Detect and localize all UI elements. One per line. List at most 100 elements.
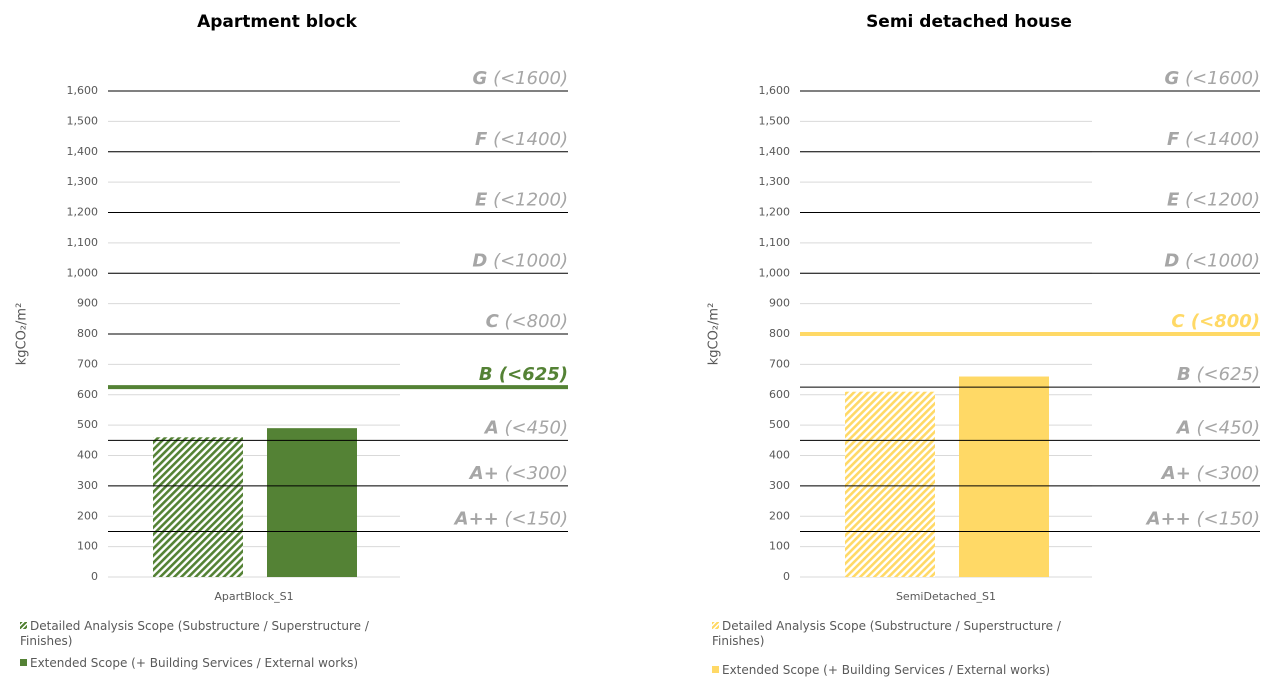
- threshold-limit: (<800): [505, 311, 568, 332]
- threshold-limit: (<450): [505, 417, 568, 438]
- bar: [959, 376, 1049, 577]
- y-tick-label: 1,500: [759, 114, 791, 127]
- legend: Detailed Analysis Scope (Substructure / …: [712, 619, 1092, 678]
- y-axis-label: kgCO₂/m²: [15, 303, 30, 366]
- threshold-label: F (<1400): [1167, 129, 1260, 150]
- threshold-limit: (<300): [1197, 463, 1260, 484]
- threshold-rating: F: [1167, 129, 1180, 150]
- threshold-rating: E: [1167, 190, 1180, 211]
- legend-label: Extended Scope (+ Building Services / Ex…: [30, 656, 359, 670]
- bar: [267, 428, 357, 577]
- y-tick-label: 0: [783, 570, 790, 583]
- threshold-rating: A++: [453, 508, 499, 529]
- threshold-limit: (<800): [1191, 311, 1260, 332]
- y-tick-label: 1,300: [759, 175, 791, 188]
- y-tick-label: 900: [769, 297, 790, 310]
- legend-label: Detailed Analysis Scope (Substructure / …: [712, 619, 1061, 648]
- y-tick-label: 1,400: [759, 145, 791, 158]
- y-tick-label: 400: [77, 449, 98, 462]
- threshold-label: D (<1000): [472, 250, 568, 271]
- threshold-label: C (<800): [1171, 311, 1260, 332]
- legend-swatch: [712, 666, 719, 673]
- legend-swatch: [712, 622, 719, 629]
- threshold-label: D (<1000): [1164, 250, 1260, 271]
- y-tick-label: 200: [77, 509, 98, 522]
- y-tick-label: 1,200: [759, 206, 791, 219]
- threshold-limit: (<1000): [493, 250, 568, 271]
- legend: Detailed Analysis Scope (Substructure / …: [20, 619, 400, 671]
- threshold-limit: (<1600): [493, 68, 568, 89]
- y-tick-label: 700: [769, 357, 790, 370]
- y-tick-label: 300: [769, 479, 790, 492]
- y-tick-label: 1,600: [759, 84, 791, 97]
- y-tick-label: 400: [769, 449, 790, 462]
- threshold-rating: D: [472, 250, 487, 271]
- threshold-rating: A+: [1160, 463, 1191, 484]
- y-tick-label: 1,100: [67, 236, 99, 249]
- bar: [845, 391, 935, 577]
- y-tick-label: 200: [769, 509, 790, 522]
- x-tick-label: SemiDetached_S1: [896, 590, 996, 603]
- threshold-label: B (<625): [1177, 364, 1260, 385]
- y-tick-label: 1,400: [67, 145, 99, 158]
- y-tick-label: 300: [77, 479, 98, 492]
- y-tick-label: 100: [77, 540, 98, 553]
- chart-title: Apartment block: [197, 12, 357, 32]
- y-tick-label: 1,500: [67, 114, 99, 127]
- threshold-rating: G: [473, 68, 488, 89]
- y-tick-label: 600: [77, 388, 98, 401]
- threshold-rating: C: [486, 311, 500, 332]
- threshold-limit: (<150): [1197, 508, 1260, 529]
- threshold-limit: (<450): [1197, 417, 1260, 438]
- threshold-label: C (<800): [486, 311, 568, 332]
- y-tick-label: 1,000: [67, 266, 99, 279]
- y-tick-label: 800: [77, 327, 98, 340]
- y-axis-label: kgCO₂/m²: [707, 303, 722, 366]
- legend-label: Detailed Analysis Scope (Substructure / …: [20, 619, 369, 648]
- y-tick-label: 700: [77, 357, 98, 370]
- bar: [153, 437, 243, 577]
- threshold-rating: G: [1165, 68, 1180, 89]
- threshold-rating: E: [475, 190, 488, 211]
- legend-swatch: [20, 659, 27, 666]
- x-tick-label: ApartBlock_S1: [214, 590, 293, 603]
- threshold-rating: A++: [1145, 508, 1191, 529]
- threshold-rating: C: [1171, 311, 1185, 332]
- chart-title: Semi detached house: [866, 12, 1072, 32]
- threshold-limit: (<1200): [493, 190, 568, 211]
- y-tick-label: 500: [769, 418, 790, 431]
- y-tick-label: 600: [769, 388, 790, 401]
- legend-item: Extended Scope (+ Building Services / Ex…: [712, 663, 1092, 678]
- legend-swatch: [20, 622, 27, 629]
- threshold-rating: B: [479, 364, 493, 385]
- y-tick-label: 1,300: [67, 175, 99, 188]
- threshold-rating: A: [1175, 417, 1191, 438]
- threshold-rating: B: [1177, 364, 1191, 385]
- threshold-label: A++ (<150): [453, 508, 568, 529]
- y-tick-label: 0: [91, 570, 98, 583]
- threshold-label: G (<1600): [1165, 68, 1260, 89]
- legend-item: Extended Scope (+ Building Services / Ex…: [20, 656, 400, 671]
- threshold-label: A+ (<300): [1160, 463, 1260, 484]
- threshold-label: B (<625): [479, 364, 568, 385]
- threshold-rating: A: [483, 417, 499, 438]
- threshold-rating: F: [475, 129, 488, 150]
- threshold-label: A (<450): [483, 417, 568, 438]
- threshold-limit: (<625): [499, 364, 568, 385]
- threshold-limit: (<150): [505, 508, 568, 529]
- threshold-limit: (<1000): [1185, 250, 1260, 271]
- threshold-rating: A+: [468, 463, 499, 484]
- y-tick-label: 500: [77, 418, 98, 431]
- threshold-limit: (<1400): [1185, 129, 1260, 150]
- threshold-limit: (<1200): [1185, 190, 1260, 211]
- threshold-label: A++ (<150): [1145, 508, 1260, 529]
- threshold-limit: (<300): [505, 463, 568, 484]
- legend-item: Detailed Analysis Scope (Substructure / …: [20, 619, 400, 649]
- y-tick-label: 1,600: [67, 84, 99, 97]
- legend-item: Detailed Analysis Scope (Substructure / …: [712, 619, 1092, 649]
- y-tick-label: 800: [769, 327, 790, 340]
- threshold-label: F (<1400): [475, 129, 568, 150]
- threshold-rating: D: [1164, 250, 1179, 271]
